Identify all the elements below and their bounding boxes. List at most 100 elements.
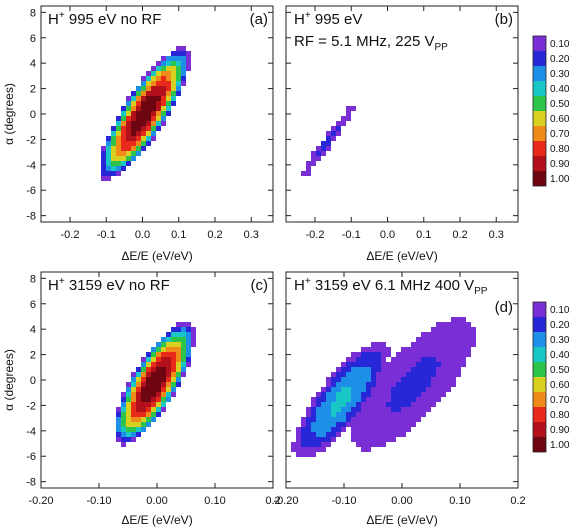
heatmap-cell (471, 327, 476, 332)
heatmap-cell (386, 422, 391, 427)
heatmap-cell (406, 387, 411, 392)
heatmap-cell (411, 417, 416, 422)
colorbar-swatch (533, 392, 546, 407)
heatmap-cell (116, 407, 121, 412)
heatmap-cell (146, 382, 151, 387)
heatmap-cell (451, 317, 456, 322)
colorbar-swatch (533, 317, 546, 332)
heatmap-cell (386, 372, 391, 377)
heatmap-cell (471, 332, 476, 337)
heatmap-cell (181, 46, 186, 51)
heatmap-cell (136, 427, 141, 432)
heatmap-cell (311, 402, 316, 407)
colorbar-swatch (533, 126, 546, 141)
heatmap-cell (191, 337, 196, 342)
heatmap-cell (406, 412, 411, 417)
heatmap-cell (296, 442, 301, 447)
heatmap-cell (141, 357, 146, 362)
heatmap-cell (161, 402, 166, 407)
heatmap-cell (116, 131, 121, 136)
heatmap-cell (146, 407, 151, 412)
heatmap-cell (446, 332, 451, 337)
heatmap-cell (136, 372, 141, 377)
heatmap-cell (376, 392, 381, 397)
heatmap-cell (161, 66, 166, 71)
heatmap-cell (166, 91, 171, 96)
heatmap-cell (421, 397, 426, 402)
heatmap-cell (401, 382, 406, 387)
heatmap-cell (121, 156, 126, 161)
heatmap-cell (126, 402, 131, 407)
heatmap-cell (151, 126, 156, 131)
heatmap-cell (141, 126, 146, 131)
heatmap-cell (391, 392, 396, 397)
heatmap-cell (346, 106, 351, 111)
heatmap-cell (321, 407, 326, 412)
heatmap-cell (166, 337, 171, 342)
heatmap-cell (166, 61, 171, 66)
heatmap-cell (186, 362, 191, 367)
heatmap-cell (411, 387, 416, 392)
heatmap-cell (416, 352, 421, 357)
heatmap-cell (291, 447, 296, 452)
heatmap-cell (136, 141, 141, 146)
heatmap-cell (151, 387, 156, 392)
heatmap-cell (146, 392, 151, 397)
heatmap-cell (171, 81, 176, 86)
panel-b: -0.2 -0.1 0.0 0.1 0.2 0.3 H+ 995 eV RF = 5.1 … (285, 5, 519, 263)
heatmap-cell (451, 342, 456, 347)
heatmap-cell (306, 161, 311, 166)
heatmap-cell (396, 362, 401, 367)
heatmap-cell (101, 166, 106, 171)
heatmap-cell (156, 106, 161, 111)
heatmap-cell (436, 332, 441, 337)
heatmap-cell (136, 106, 141, 111)
heatmap-cell (426, 357, 431, 362)
heatmap-cell (141, 377, 146, 382)
heatmap-cell (336, 392, 341, 397)
colorbar-label: 0.20 (550, 320, 570, 331)
heatmap-cell (421, 402, 426, 407)
x-tick-label: 0.10 (204, 495, 225, 507)
heatmap-cell (111, 146, 116, 151)
heatmap-cell (151, 136, 156, 141)
heatmap-cell (151, 86, 156, 91)
heatmap-cell (126, 126, 131, 131)
heatmap-cell (321, 151, 326, 156)
heatmap-cell (121, 442, 126, 447)
colorbar-swatch (533, 407, 546, 422)
x-tick-label: 0.3 (244, 229, 259, 241)
heatmap-cell (311, 442, 316, 447)
heatmap-cell (416, 367, 421, 372)
colorbar-label: 0.70 (550, 129, 570, 140)
heatmap-cell (366, 412, 371, 417)
heatmap-cell (376, 382, 381, 387)
colorbar-swatch (533, 156, 546, 171)
x-axis-label-a: ΔE/E (eV/eV) (121, 249, 192, 263)
heatmap-cell (161, 96, 166, 101)
heatmap-cell (131, 96, 136, 101)
heatmap-cell (401, 407, 406, 412)
heatmap-cell (166, 362, 171, 367)
colorbar-label: 0.10 (550, 305, 570, 316)
heatmap-cell (116, 427, 121, 432)
heatmap-cell (381, 437, 386, 442)
heatmap-cell (321, 397, 326, 402)
heatmap-cell (406, 362, 411, 367)
heatmap-cell (161, 76, 166, 81)
heatmap-cell (446, 367, 451, 372)
heatmap-cell (381, 347, 386, 352)
heatmap-cell (161, 81, 166, 86)
heatmap-cell (411, 372, 416, 377)
heatmap-cell (156, 86, 161, 91)
heatmap-cell (106, 161, 111, 166)
heatmap-cell (401, 377, 406, 382)
heatmap-cell (296, 432, 301, 437)
heatmap-cell (436, 382, 441, 387)
heatmap-cell (396, 382, 401, 387)
heatmap-cell (381, 372, 386, 377)
heatmap-cell (121, 437, 126, 442)
heatmap-cell (126, 432, 131, 437)
heatmap-cell (176, 51, 181, 56)
heatmap-cell (326, 402, 331, 407)
